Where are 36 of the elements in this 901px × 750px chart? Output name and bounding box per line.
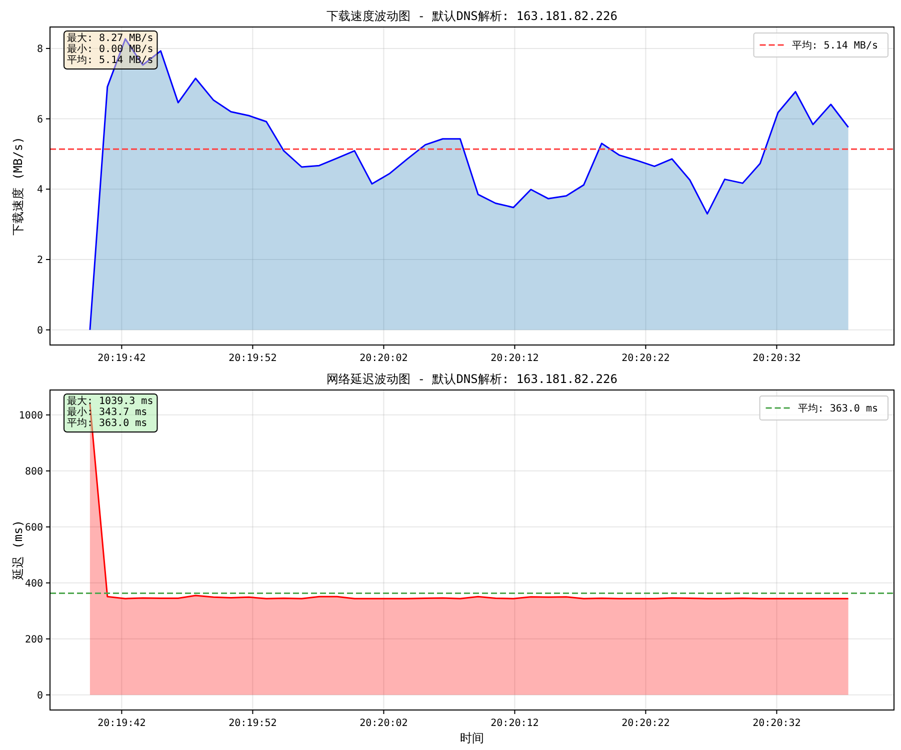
x-tick-label: 20:19:42 xyxy=(98,353,146,364)
x-axis-title: 时间 xyxy=(460,731,484,745)
y-tick-label: 0 xyxy=(36,690,43,702)
y-tick-label: 2 xyxy=(36,255,43,266)
x-tick-label: 20:19:52 xyxy=(228,353,277,364)
chart-title: 网络延迟波动图 - 默认DNS解析: 163.181.82.226 xyxy=(326,372,618,386)
y-tick-label: 1000 xyxy=(18,410,43,422)
x-tick-label: 20:20:32 xyxy=(752,353,801,364)
annotation: 最大: 1039.3 ms xyxy=(67,395,154,407)
x-tick-label: 20:20:22 xyxy=(622,353,670,364)
x-tick-label: 20:20:02 xyxy=(360,353,408,364)
x-tick-label: 20:20:02 xyxy=(360,718,408,729)
x-tick-label: 20:20:12 xyxy=(490,353,539,364)
annotation: 最小: 0.00 MB/s xyxy=(67,43,154,55)
y-tick-label: 600 xyxy=(24,522,43,534)
y-tick-label: 200 xyxy=(24,634,43,646)
annotation: 平均: 363.0 ms xyxy=(67,417,148,429)
annotation: 最小: 343.7 ms xyxy=(67,406,148,418)
x-tick-label: 20:20:12 xyxy=(490,718,539,729)
y-axis-title: 延迟 (ms) xyxy=(11,520,25,582)
annotation: 平均: 5.14 MB/s xyxy=(67,54,154,66)
x-tick-label: 20:19:42 xyxy=(98,718,146,729)
annotation: 最大: 8.27 MB/s xyxy=(67,32,154,44)
x-tick-label: 20:20:32 xyxy=(752,718,801,729)
y-tick-label: 8 xyxy=(36,44,43,55)
y-tick-label: 800 xyxy=(24,466,43,478)
chart-title: 下载速度波动图 - 默认DNS解析: 163.181.82.226 xyxy=(326,9,618,23)
y-tick-label: 400 xyxy=(24,578,43,590)
x-tick-label: 20:20:22 xyxy=(622,718,670,729)
y-axis-title: 下载速度 (MB/s) xyxy=(11,136,25,236)
y-tick-label: 6 xyxy=(36,114,43,126)
x-tick-label: 20:19:52 xyxy=(228,718,277,729)
legend-label: 平均: 363.0 ms xyxy=(798,402,878,414)
legend-label: 平均: 5.14 MB/s xyxy=(792,40,878,52)
y-tick-label: 4 xyxy=(36,184,43,196)
y-tick-label: 0 xyxy=(36,325,43,336)
